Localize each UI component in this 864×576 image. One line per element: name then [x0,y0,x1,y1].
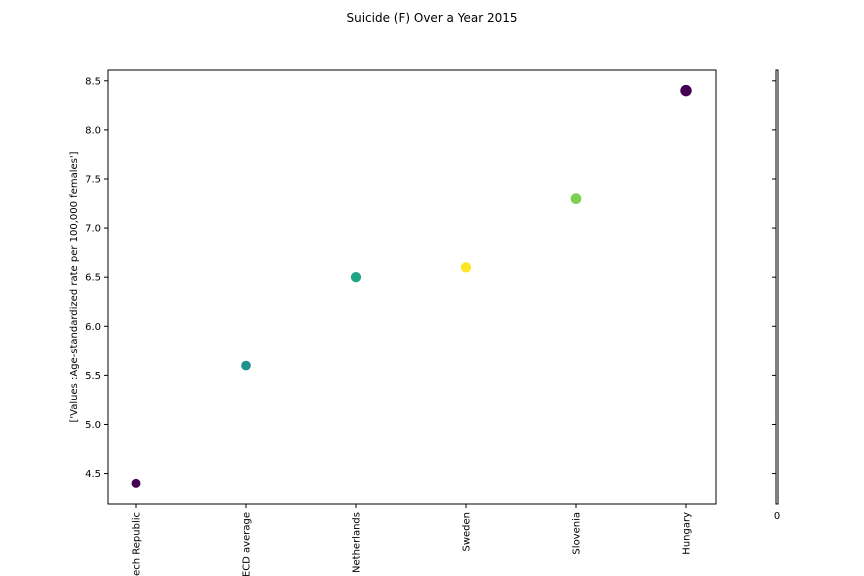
y-tick-label: 7.0 [85,224,101,235]
y-tick-label: 6.5 [85,273,101,284]
x-tick-label: Hungary [682,512,693,555]
data-points [131,84,692,488]
plot-area [107,69,717,505]
y-axis-label: ['Values :Age-standardized rate per 100,… [69,151,80,422]
colorbar: 0 [772,69,780,522]
chart-title: Suicide (F) Over a Year 2015 [347,11,518,25]
y-tick-label: 4.5 [85,469,101,480]
y-tick-label: 6.0 [85,322,101,333]
data-point [570,193,582,204]
colorbar-frame [775,69,779,505]
data-point [460,262,472,273]
data-point [241,360,251,371]
x-tick-label: Sweden [462,512,473,552]
y-tick-label: 8.0 [85,125,101,136]
y-tick-label: 7.5 [85,174,101,185]
y-tick-label: 5.0 [85,420,101,431]
x-tick-label: OECD average [242,512,253,576]
x-tick-label: Slovenia [572,512,583,555]
x-tick-label: Netherlands [352,512,363,573]
data-point [350,272,362,283]
x-axis: Czech Republic OECD average Netherlands Swe… [132,504,693,576]
data-point [680,84,692,97]
y-axis: 4.5 5.0 5.5 6.0 6.5 7.0 7.5 8.0 8.5 [85,76,108,480]
colorbar-tick-label: 0 [774,511,780,522]
y-tick-label: 8.5 [85,76,101,87]
data-point [131,478,141,488]
y-tick-label: 5.5 [85,371,101,382]
x-tick-label: Czech Republic [132,512,143,576]
